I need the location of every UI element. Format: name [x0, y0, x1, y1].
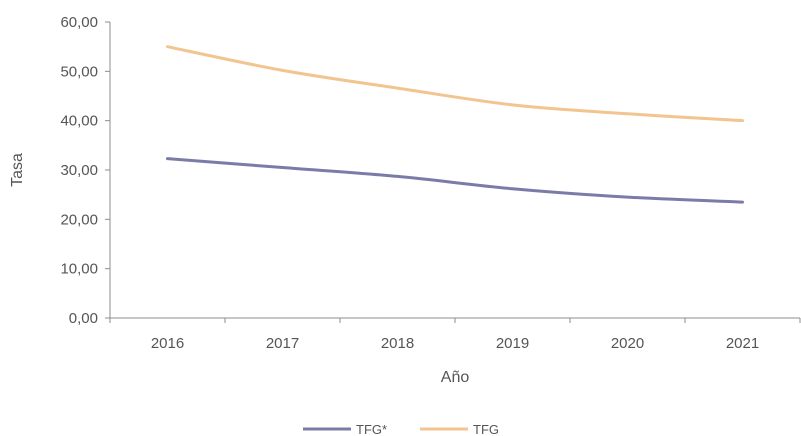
- legend-label: TFG: [473, 422, 499, 436]
- series-line-0: [166, 157, 744, 204]
- x-tick-label: 2016: [151, 335, 184, 352]
- series-lines: [166, 45, 744, 204]
- x-axis-ticks: 2016 2017 2018 2019 2020 2021: [109, 318, 801, 352]
- x-tick-label: 2017: [266, 335, 299, 352]
- y-tick-label: 50,00: [60, 63, 98, 80]
- legend: TFG* TFG: [303, 422, 499, 436]
- x-tick-label: 2020: [611, 335, 644, 352]
- y-tick-label: 60,00: [60, 14, 98, 31]
- y-tick-label: 40,00: [60, 113, 98, 130]
- y-axis-ticks: 0,00 10,00 20,00 30,00 40,00 50,00 60,00: [60, 14, 110, 327]
- legend-label: TFG*: [356, 422, 387, 436]
- y-tick-label: 20,00: [60, 211, 98, 228]
- x-tick-label: 2019: [496, 335, 529, 352]
- y-tick-label: 10,00: [60, 261, 98, 278]
- x-tick-label: 2018: [381, 335, 414, 352]
- y-tick-label: 30,00: [60, 162, 98, 179]
- series-line-1: [166, 45, 744, 123]
- x-axis-title: Año: [441, 369, 470, 386]
- x-tick-label: 2021: [726, 335, 759, 352]
- y-axis-title: Tasa: [9, 153, 26, 187]
- y-tick-label: 0,00: [69, 310, 98, 327]
